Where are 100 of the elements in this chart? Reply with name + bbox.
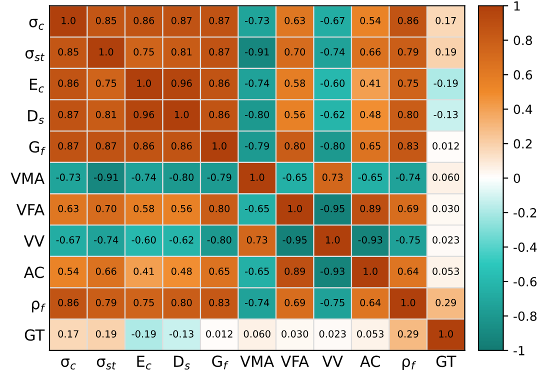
color-bar-label: 0.6 xyxy=(514,70,532,80)
data-label: 0.86 xyxy=(58,298,79,306)
data-label: 0.012 xyxy=(432,142,459,150)
data-label: -0.62 xyxy=(170,236,194,244)
data-label: 1.0 xyxy=(326,236,340,244)
data-label: 0.060 xyxy=(432,174,460,181)
data-label: 1.0 xyxy=(288,204,302,212)
color-bar-label: 0.8 xyxy=(514,36,532,46)
data-label: 0.17 xyxy=(436,16,456,24)
data-label: 0.89 xyxy=(284,268,306,275)
data-label: 0.053 xyxy=(357,330,384,338)
data-label: 0.69 xyxy=(398,204,418,212)
data-label: -0.75 xyxy=(320,298,344,306)
data-label: 1.0 xyxy=(439,330,453,338)
data-label: 0.87 xyxy=(171,16,192,24)
x-tick-label: GT xyxy=(436,356,456,368)
data-label: -0.74 xyxy=(245,298,270,306)
data-label: 0.80 xyxy=(398,110,418,118)
data-label: -0.75 xyxy=(396,236,420,244)
data-label: 0.86 xyxy=(134,142,154,150)
data-label: -0.79 xyxy=(207,174,232,181)
y-tick-label: AC xyxy=(24,266,44,278)
data-label: -0.74 xyxy=(132,174,156,181)
data-label: 0.66 xyxy=(96,268,116,275)
data-label: 0.29 xyxy=(436,298,456,306)
x-tick-label: AC xyxy=(360,356,380,368)
data-label: -0.79 xyxy=(245,142,270,150)
data-label: 0.86 xyxy=(398,16,418,24)
data-label: 1.0 xyxy=(250,174,264,181)
data-label: 1.0 xyxy=(99,48,114,56)
data-label: -0.80 xyxy=(207,236,232,244)
data-label: 0.75 xyxy=(134,48,154,56)
y-tick-label: GT xyxy=(24,329,45,341)
data-label: -0.60 xyxy=(320,80,345,87)
data-label: 0.58 xyxy=(134,204,154,212)
data-label: 0.87 xyxy=(58,110,78,118)
data-label: 0.87 xyxy=(96,142,116,150)
y-tick-label: E$_{c}$ xyxy=(30,78,44,93)
data-label: -0.80 xyxy=(170,174,194,181)
data-label: 0.023 xyxy=(319,330,346,338)
data-label: -0.95 xyxy=(320,204,344,212)
y-tick-label: VV xyxy=(24,235,45,247)
x-tick-label: VV xyxy=(322,356,343,367)
data-label: -0.91 xyxy=(245,48,269,56)
data-label: -0.62 xyxy=(320,110,344,118)
data-label: -0.65 xyxy=(358,174,382,181)
y-tick-label: G$_{f}$ xyxy=(29,141,46,155)
data-label: 0.86 xyxy=(209,80,230,87)
color-bar-label: -0.8 xyxy=(514,311,537,321)
x-tick-label: σ$_{c}$ xyxy=(61,358,76,370)
data-label: 0.48 xyxy=(171,268,192,275)
x-tick-label: VMA xyxy=(240,356,274,367)
x-tick-label: G$_{f}$ xyxy=(212,355,228,370)
data-label: -0.93 xyxy=(320,268,344,275)
data-label: 0.87 xyxy=(209,16,230,24)
data-label: 0.73 xyxy=(246,236,268,244)
data-label: 0.65 xyxy=(360,142,380,150)
data-label: 0.63 xyxy=(58,204,78,212)
data-label: 0.75 xyxy=(398,80,418,87)
data-label: 0.030 xyxy=(282,330,308,338)
y-tick-label: σ$_{c}$ xyxy=(29,18,44,30)
data-label: 1.0 xyxy=(174,110,189,118)
x-tick-label: ρ$_{f}$ xyxy=(402,358,416,370)
data-label: 0.19 xyxy=(96,330,116,338)
data-label: 1.0 xyxy=(62,16,76,24)
data-label: -0.67 xyxy=(56,236,80,244)
data-label: 1.0 xyxy=(401,298,416,306)
data-label: 0.70 xyxy=(284,48,306,56)
data-label: 0.86 xyxy=(209,110,230,118)
data-label: 1.0 xyxy=(137,80,151,87)
y-tick-label: VMA xyxy=(10,172,45,184)
color-bar-label: 1 xyxy=(514,1,520,10)
color-bar-label: -1 xyxy=(514,346,524,356)
data-label: 0.54 xyxy=(360,16,381,24)
data-label: 0.85 xyxy=(96,16,116,24)
data-label: 0.85 xyxy=(58,48,78,56)
data-label: 0.87 xyxy=(58,142,78,150)
data-label: -0.80 xyxy=(320,142,345,150)
data-label: -0.74 xyxy=(396,174,420,181)
color-bar-label: -0.6 xyxy=(514,276,537,286)
x-tick-label: D$_{s}$ xyxy=(174,356,190,370)
data-label: 0.64 xyxy=(398,268,418,275)
data-label: 1.0 xyxy=(364,268,378,275)
y-tick-label: σ$_{st}$ xyxy=(25,50,45,62)
data-label: 0.75 xyxy=(134,298,154,306)
data-label: 0.56 xyxy=(284,110,306,118)
data-label: 0.66 xyxy=(360,48,381,56)
data-label: 0.83 xyxy=(398,142,418,150)
x-tick-label: VFA xyxy=(280,356,309,367)
data-label: -0.19 xyxy=(434,80,458,87)
color-bar-label: 0.4 xyxy=(514,104,532,114)
y-tick-label: ρ$_{f}$ xyxy=(32,300,46,312)
data-label: 0.83 xyxy=(209,298,230,306)
data-label: -0.93 xyxy=(358,236,382,244)
data-label: 0.060 xyxy=(244,330,270,338)
color-bar-label: 0.2 xyxy=(514,139,532,149)
data-label: 0.64 xyxy=(360,298,381,306)
data-label: 0.030 xyxy=(432,204,460,212)
data-label: 0.41 xyxy=(134,268,154,275)
data-label: 0.96 xyxy=(134,110,154,118)
